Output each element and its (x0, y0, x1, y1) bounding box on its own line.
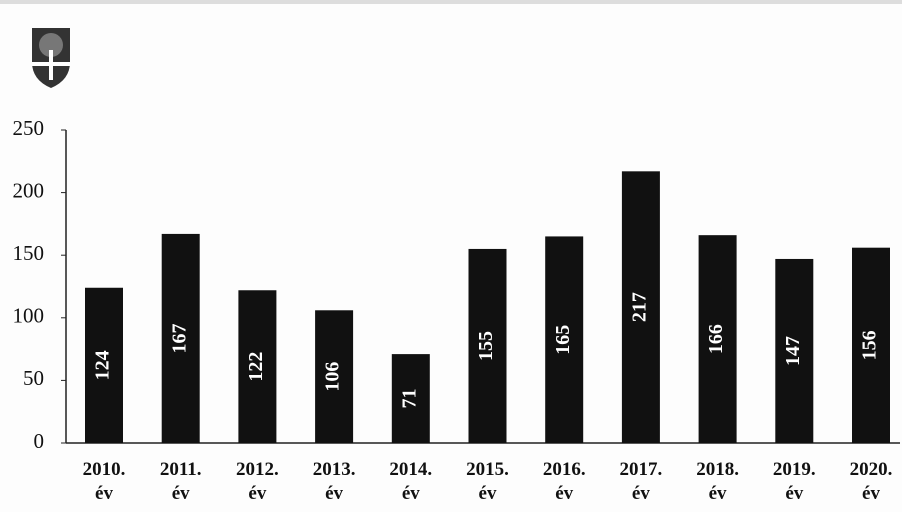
y-tick-label: 0 (34, 429, 45, 453)
x-tick-label: 2014. év (389, 459, 433, 504)
bar (468, 248, 507, 443)
value-label: 217 (628, 292, 650, 322)
y-tick-label: 200 (13, 178, 45, 202)
bar (391, 354, 430, 443)
value-label: 122 (245, 352, 267, 382)
x-tick-label: 2013. év (312, 459, 356, 504)
value-label: 167 (168, 323, 190, 353)
value-label: 124 (92, 350, 114, 380)
x-tick-label: 2011. év (159, 459, 202, 504)
y-tick-label: 250 (13, 116, 45, 140)
value-label: 147 (782, 336, 804, 366)
bar (238, 290, 277, 443)
bar (698, 235, 737, 443)
bar (621, 171, 660, 444)
value-label: 156 (859, 330, 881, 360)
y-tick-label: 100 (13, 304, 45, 328)
value-label: 166 (705, 324, 727, 354)
bar (852, 247, 890, 443)
y-tick-label: 150 (13, 241, 45, 265)
y-tick-label: 50 (23, 366, 44, 390)
x-tick-label: 2018. év (696, 459, 739, 504)
bar (85, 287, 123, 443)
x-tick-label: 2012. év (236, 459, 279, 504)
value-label: 155 (475, 331, 497, 361)
value-label: 71 (398, 389, 420, 409)
bar (775, 258, 814, 443)
bar (545, 236, 584, 443)
x-tick-label: 2017. év (619, 459, 663, 504)
value-label: 106 (322, 362, 344, 392)
logo (32, 28, 70, 88)
x-tick-label: 2010. év (82, 459, 126, 504)
bar (161, 233, 200, 443)
bar (315, 310, 354, 443)
x-tick-label: 2016. év (542, 459, 586, 504)
value-label: 165 (552, 325, 574, 355)
x-tick-label: 2015. év (466, 459, 509, 504)
x-tick-label: 2019. év (772, 459, 816, 504)
top-border (0, 0, 902, 4)
x-tick-label: 2020. év (849, 459, 893, 504)
